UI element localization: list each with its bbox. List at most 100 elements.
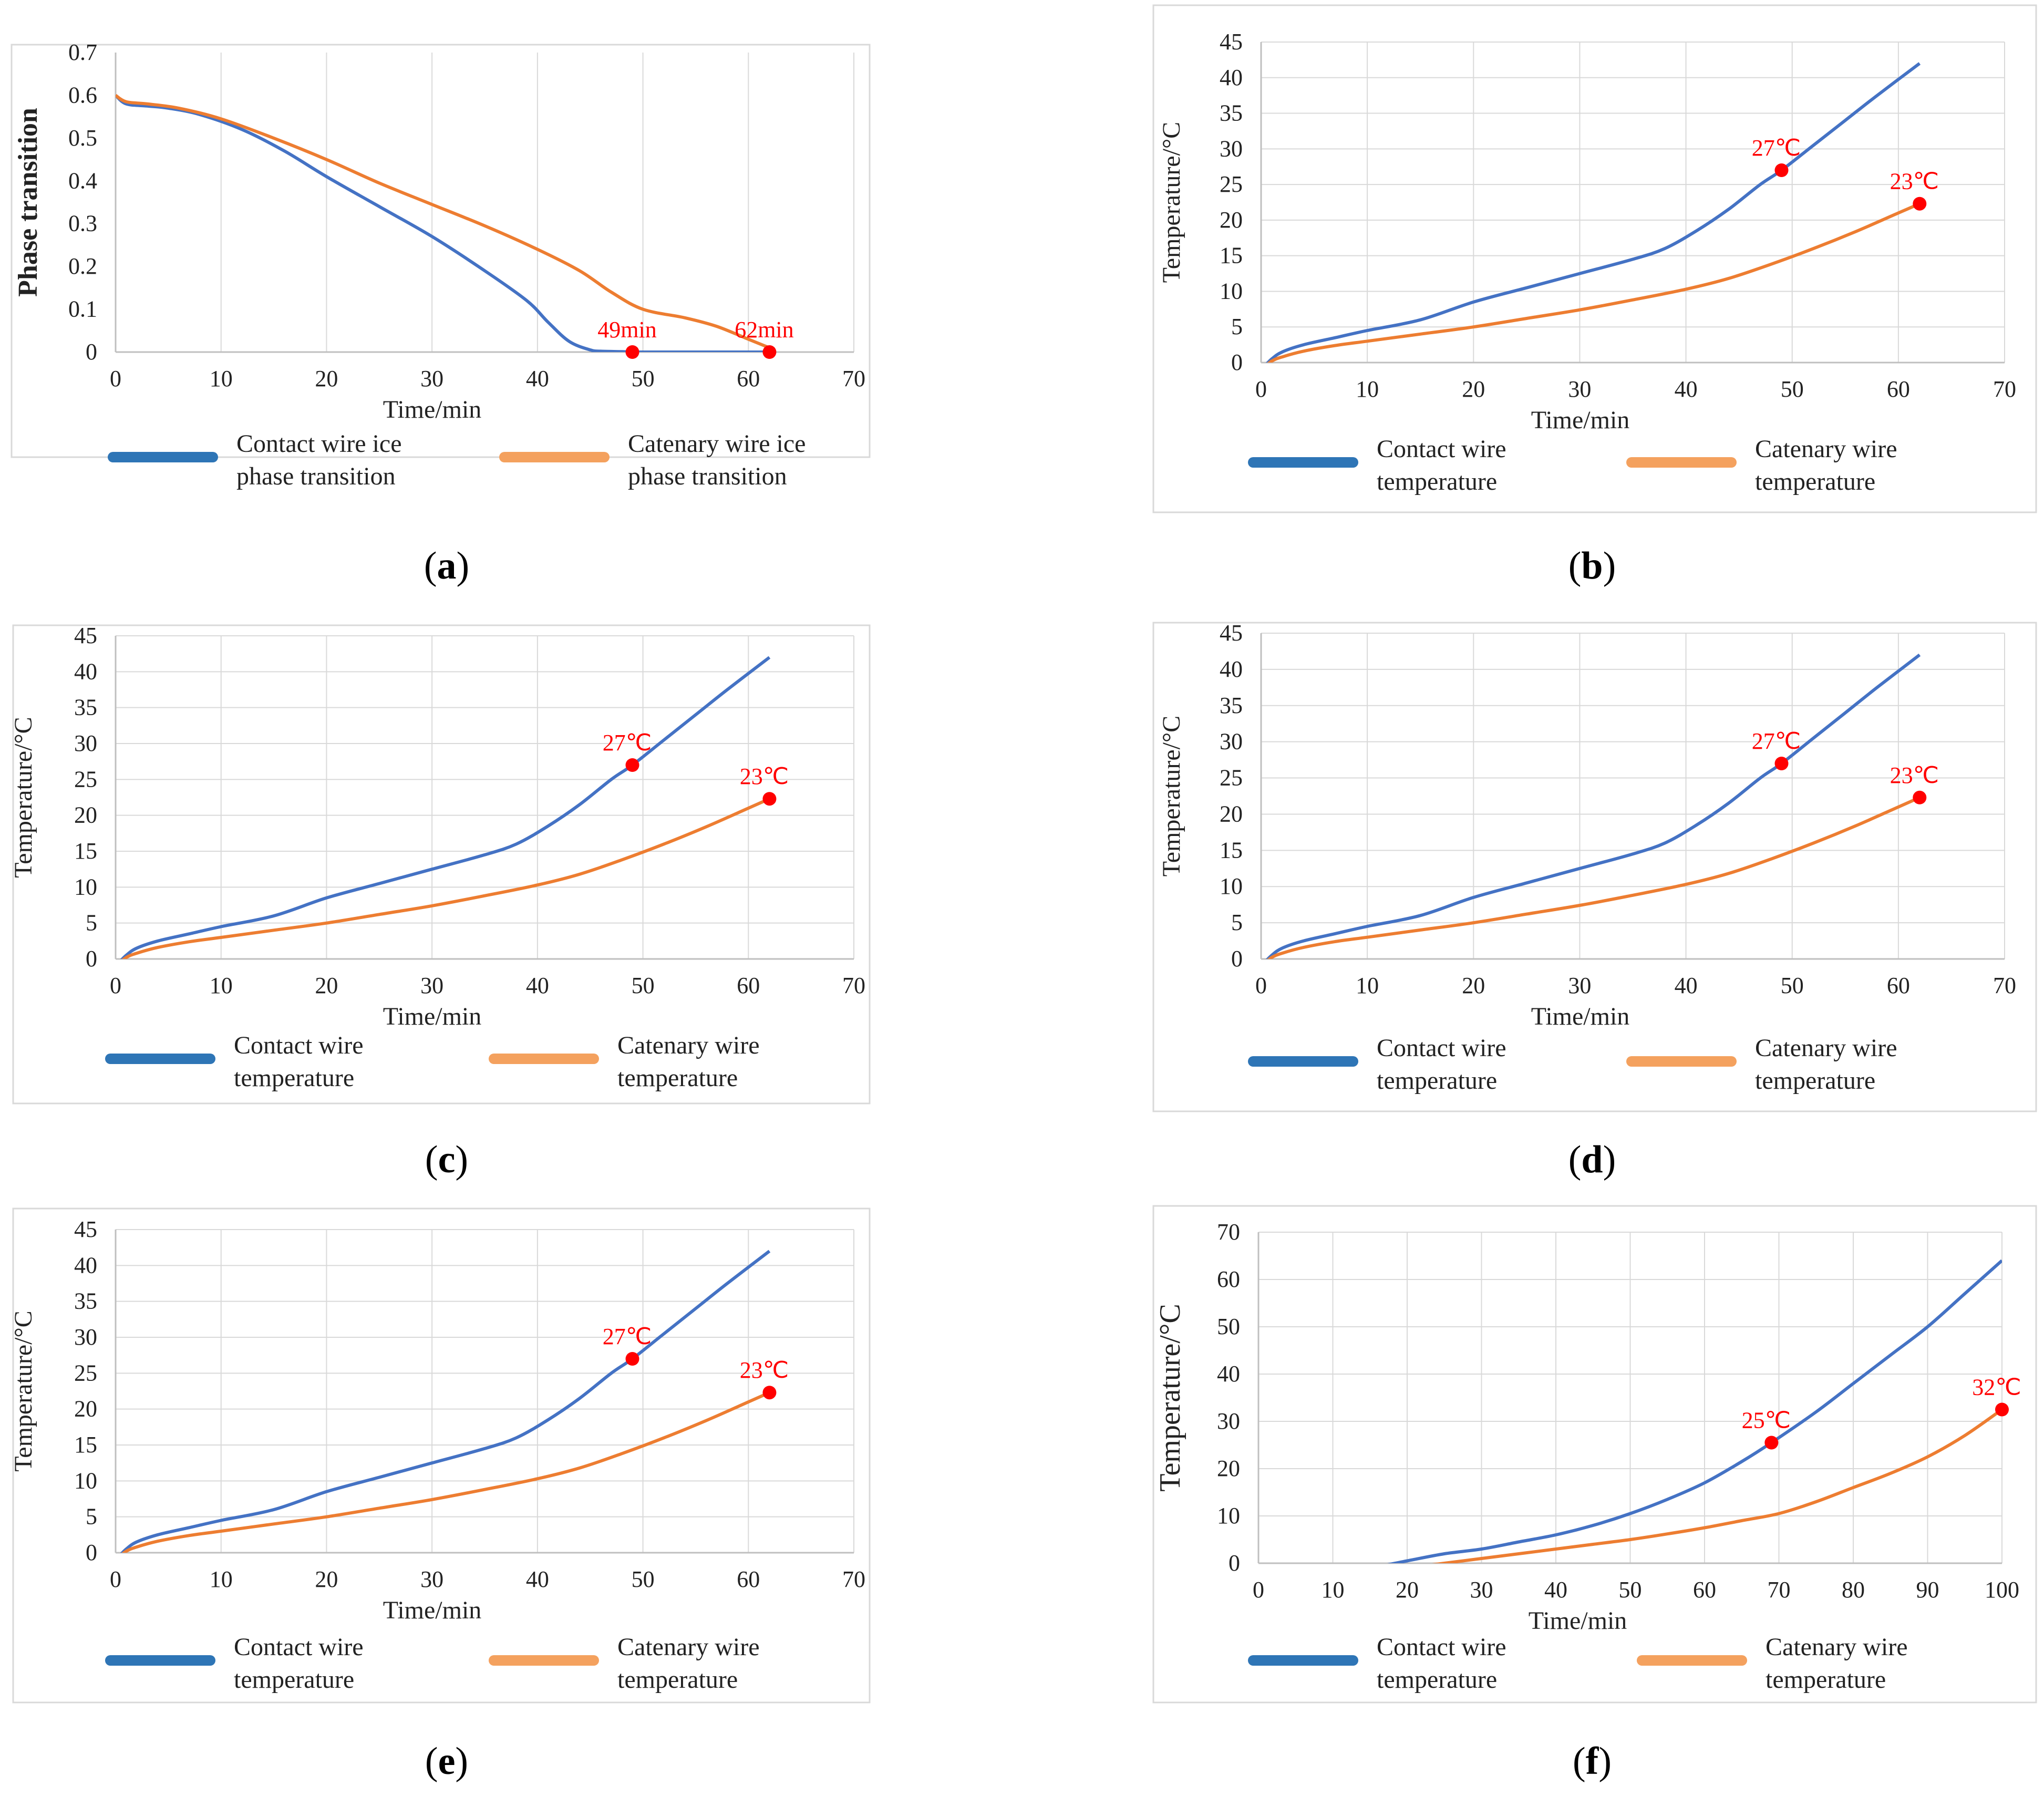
marker-point — [762, 345, 777, 359]
marker-point — [1913, 790, 1927, 804]
x-tick-label: 20 — [1462, 973, 1485, 998]
y-tick-label: 45 — [1220, 620, 1243, 646]
caption-d: (d) — [1568, 1138, 1616, 1181]
chart-panel-d: 0 10 20 30 40 50 60 70 0 5 10 15 20 25 30 35 40 45 Time/mi… — [1148, 610, 2041, 1119]
y-tick-label: 20 — [74, 1396, 97, 1422]
legend-label: temperature — [1755, 468, 1875, 496]
y-tick-label: 0 — [1231, 946, 1243, 972]
x-tick-label: 0 — [1253, 1577, 1264, 1603]
y-tick-label: 10 — [1220, 278, 1243, 304]
chart-frame — [1152, 622, 2037, 1112]
y-axis-label: Temperature/°C — [9, 717, 37, 878]
y-tick-label: 0 — [86, 946, 97, 972]
caption-e: (e) — [425, 1740, 469, 1783]
point-label: 32℃ — [1972, 1375, 2021, 1400]
y-tick-label: 5 — [1231, 314, 1243, 339]
point-label: 23℃ — [1890, 169, 1939, 194]
x-tick-label: 0 — [110, 1566, 121, 1592]
x-tick-label: 30 — [1470, 1577, 1493, 1603]
y-tick-label: 30 — [1217, 1408, 1240, 1434]
y-tick-label: 60 — [1217, 1266, 1240, 1292]
x-tick-label: 30 — [1568, 973, 1591, 998]
caption-a: (a) — [424, 544, 470, 587]
x-tick-label: 70 — [1993, 973, 2016, 998]
y-tick-label: 10 — [1220, 873, 1243, 899]
marker-point — [1913, 197, 1927, 211]
x-tick-label: 10 — [1356, 376, 1379, 402]
y-tick-label: 30 — [74, 730, 97, 756]
point-label: 62min — [735, 317, 793, 343]
x-tick-label: 60 — [737, 973, 760, 998]
x-tick-label: 20 — [1462, 376, 1485, 402]
caption-b: (b) — [1568, 544, 1616, 587]
y-tick-label: 20 — [1220, 801, 1243, 827]
x-tick-label: 0 — [110, 366, 121, 391]
x-tick-label: 20 — [315, 1566, 338, 1592]
marker-point — [625, 758, 639, 772]
legend-label: Catenary wire — [617, 1031, 760, 1059]
x-tick-label: 50 — [1781, 973, 1804, 998]
y-tick-label: 5 — [1231, 910, 1243, 935]
y-tick-label: 45 — [74, 623, 97, 648]
x-tick-label: 60 — [1693, 1577, 1716, 1603]
x-axis-label: Time/min — [383, 1596, 482, 1624]
marker-point — [762, 792, 777, 806]
x-tick-label: 30 — [1568, 376, 1591, 402]
point-label: 23℃ — [1890, 762, 1939, 788]
y-axis-label: Temperature/°C — [1154, 1304, 1186, 1491]
x-tick-label: 10 — [210, 973, 233, 998]
y-tick-label: 45 — [74, 1216, 97, 1242]
legend-label: temperature — [1766, 1666, 1886, 1694]
chart-frame — [11, 44, 871, 458]
marker-point — [762, 1386, 777, 1400]
legend-label: Catenary wire — [1755, 1034, 1897, 1062]
chart-frame — [1152, 4, 2037, 513]
x-tick-label: 60 — [737, 366, 760, 391]
marker-point — [1764, 1436, 1779, 1450]
y-tick-label: 35 — [74, 1288, 97, 1314]
x-tick-label: 60 — [737, 1566, 760, 1592]
legend-label: Contact wire — [234, 1633, 364, 1661]
y-tick-label: 45 — [1220, 29, 1243, 55]
y-axis-label: Temperature/°C — [1158, 122, 1185, 283]
x-axis-label: Time/min — [1531, 1003, 1630, 1030]
legend-label: phase transition — [628, 462, 787, 490]
chart-svg-a: 0 10 20 30 40 50 60 70 0 0.1 0.2 0.3 0.4 0.5 0.6 0.7 Tim… — [11, 39, 871, 490]
x-tick-label: 10 — [1356, 973, 1379, 998]
caption-a-letter: a — [437, 544, 457, 587]
series-line-catenary — [1267, 796, 1921, 959]
caption-c: (c) — [425, 1138, 469, 1181]
marker-point — [1995, 1402, 2009, 1417]
chart-panel-b: 0 10 20 30 40 50 60 70 0 5 10 15 20 25 30 35 40 45 Time/mi… — [1148, 0, 2041, 520]
series-line-contact — [1265, 62, 1921, 363]
y-tick-label: 40 — [1220, 656, 1243, 682]
x-tick-label: 50 — [1619, 1577, 1642, 1603]
series-line-contact — [120, 1250, 771, 1553]
x-tick-label: 0 — [110, 973, 121, 998]
x-tick-label: 20 — [1396, 1577, 1419, 1603]
chart-svg-f: 0 10 20 30 40 50 60 70 80 90 100 0 10 20 30 40 50 60 70 Tim… — [1152, 1205, 2037, 1704]
series-line-contact — [1387, 1259, 2002, 1563]
y-tick-label: 0.2 — [68, 253, 97, 279]
y-tick-label: 15 — [1220, 837, 1243, 863]
x-tick-label: 10 — [210, 366, 233, 391]
y-tick-label: 20 — [1217, 1456, 1240, 1481]
y-tick-label: 25 — [74, 1360, 97, 1386]
x-tick-label: 20 — [315, 973, 338, 998]
y-tick-label: 10 — [74, 1468, 97, 1493]
y-tick-label: 30 — [1220, 729, 1243, 755]
legend-label: temperature — [234, 1064, 354, 1092]
y-tick-label: 0.4 — [68, 168, 97, 193]
y-axis-label: Temperature/°C — [1158, 716, 1185, 876]
legend-label: Contact wire — [1377, 1034, 1506, 1062]
y-tick-label: 0.6 — [68, 82, 97, 108]
y-tick-label: 10 — [74, 874, 97, 900]
series-line-catenary — [1432, 1408, 2002, 1563]
x-tick-label: 90 — [1916, 1577, 1939, 1603]
caption-f: (f) — [1573, 1740, 1612, 1783]
legend-label: temperature — [1755, 1067, 1875, 1095]
chart-panel-e: 0 10 20 30 40 50 60 70 0 5 10 15 20 25 30 35 40 45 Time/mi… — [0, 1207, 893, 1713]
legend-label: temperature — [1377, 468, 1497, 496]
y-tick-label: 0 — [1231, 349, 1243, 375]
caption-e-letter: e — [438, 1740, 456, 1783]
